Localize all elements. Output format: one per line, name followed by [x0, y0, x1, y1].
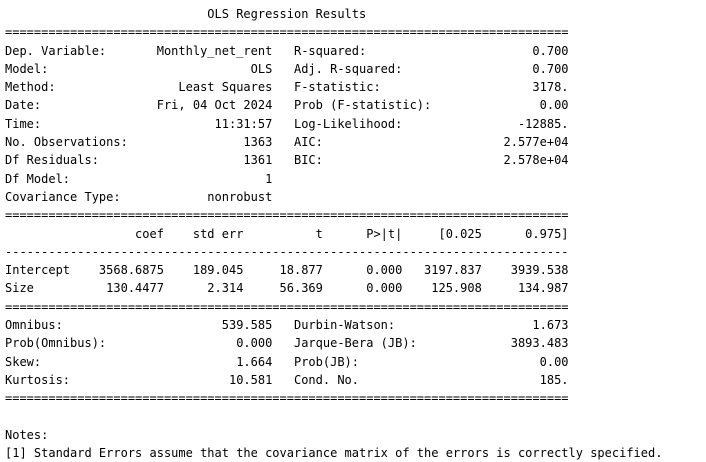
model-info-row: No. Observations: 1363 AIC: 2.577e+04: [5, 135, 569, 150]
diagnostics-row: Kurtosis: 10.581 Cond. No. 185.: [5, 372, 569, 387]
model-info-row: Date: Fri, 04 Oct 2024 Prob (F-statistic…: [5, 98, 569, 113]
model-info-row: Time: 11:31:57 Log-Likelihood: -12885.: [5, 116, 569, 131]
model-info-row: Df Residuals: 1361 BIC: 2.578e+04: [5, 153, 569, 168]
separator-double: ========================================…: [5, 208, 569, 223]
model-info-row: Method: Least Squares F-statistic: 3178.: [5, 80, 569, 95]
model-info-row: Df Model: 1: [5, 171, 273, 186]
separator-double: ========================================…: [5, 299, 569, 314]
note-text: [1] Standard Errors assume that the cova…: [5, 446, 663, 461]
model-info-row: Covariance Type: nonrobust: [5, 189, 273, 204]
notes-heading: Notes:: [5, 427, 49, 442]
diagnostics-row: Skew: 1.664 Prob(JB): 0.00: [5, 354, 569, 369]
coef-table-row: Size 130.4477 2.314 56.369 0.000 125.908…: [5, 281, 569, 296]
separator-double: ========================================…: [5, 391, 569, 406]
coef-table-row: Intercept 3568.6875 189.045 18.877 0.000…: [5, 263, 569, 278]
separator-double: ========================================…: [5, 25, 569, 40]
model-info-row: Dep. Variable: Monthly_net_rent R-square…: [5, 43, 569, 58]
model-info-row: Model: OLS Adj. R-squared: 0.700: [5, 61, 569, 76]
diagnostics-row: Prob(Omnibus): 0.000 Jarque-Bera (JB): 3…: [5, 336, 569, 351]
separator-single: ----------------------------------------…: [5, 244, 569, 259]
report-title: OLS Regression Results: [5, 7, 367, 21]
coef-table-header: coef std err t P>|t| [0.025 0.975]: [5, 226, 569, 241]
blank-line: [5, 408, 706, 426]
diagnostics-row: Omnibus: 539.585 Durbin-Watson: 1.673: [5, 318, 569, 333]
